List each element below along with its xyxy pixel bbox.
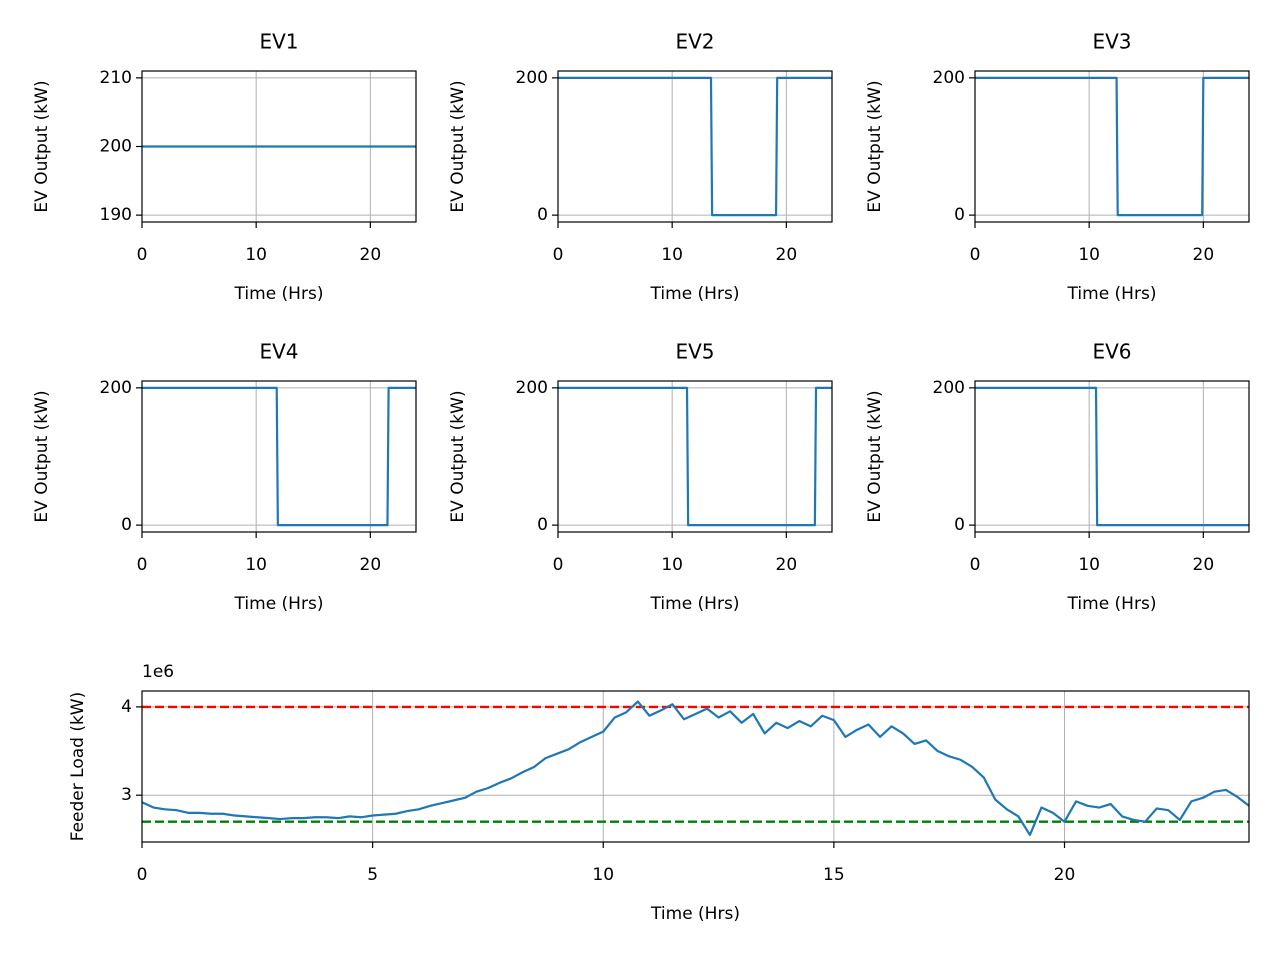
chart-title: EV5 [675,340,714,364]
chart-title: EV3 [1092,30,1131,54]
plot-area [975,76,1249,217]
x-axis-label: Time (Hrs) [1067,594,1157,614]
y-tick-label: 0 [954,515,965,535]
x-tick-label: 10 [1078,555,1100,575]
data-line [558,386,832,527]
x-tick-label: 20 [776,555,798,575]
x-tick-label: 20 [360,245,382,265]
y-tick-label: 200 [516,378,548,398]
axes-frame [557,380,833,533]
offset-label: 1e6 [142,662,174,682]
y-tick-label: 200 [516,68,548,88]
x-tick-label: 20 [1193,245,1215,265]
x-tick-label: 0 [970,245,981,265]
x-tick-label: 20 [360,555,382,575]
data-line [558,76,832,217]
plot-area [558,386,832,527]
x-tick-label: 10 [661,245,683,265]
chart-title: EV1 [259,30,298,54]
x-tick-label: 0 [137,245,148,265]
x-tick-label: 0 [970,555,981,575]
data-line [142,700,1249,837]
x-tick-label: 10 [592,865,614,885]
y-tick-label: 200 [100,137,132,157]
plot-area [558,76,832,217]
plot-area [975,386,1249,527]
y-tick-label: 190 [100,205,132,225]
plot-area [142,700,1249,837]
y-axis-label: EV Output (kW) [32,390,52,522]
plot-area [142,386,416,527]
x-tick-label: 0 [137,555,148,575]
y-axis-label: EV Output (kW) [32,80,52,212]
x-tick-label: 10 [245,555,267,575]
y-axis-label: EV Output (kW) [865,390,885,522]
axes-frame [557,70,833,223]
y-tick-label: 3 [121,785,132,805]
y-tick-label: 0 [954,205,965,225]
y-axis-label: EV Output (kW) [448,80,468,212]
data-line [975,386,1249,527]
axes-frame [974,70,1250,223]
chart-title: EV6 [1092,340,1131,364]
data-line [142,386,416,527]
x-axis-label: Time (Hrs) [234,284,324,304]
x-tick-label: 0 [553,555,564,575]
axes-frame [974,380,1250,533]
y-tick-label: 200 [100,378,132,398]
x-tick-label: 15 [823,865,845,885]
x-tick-label: 20 [1054,865,1076,885]
x-axis-label: Time (Hrs) [1067,284,1157,304]
x-tick-label: 10 [245,245,267,265]
x-tick-label: 0 [553,245,564,265]
y-tick-label: 0 [537,205,548,225]
axes-frame [141,70,417,223]
y-tick-label: 0 [121,515,132,535]
chart-title: EV4 [259,340,298,364]
y-tick-label: 200 [933,68,965,88]
x-axis-label: Time (Hrs) [234,594,324,614]
x-tick-label: 20 [1193,555,1215,575]
x-tick-label: 0 [137,865,148,885]
y-tick-label: 200 [933,378,965,398]
y-axis-label: Feeder Load (kW) [68,692,88,842]
y-tick-label: 4 [121,697,132,717]
axes-frame [141,380,417,533]
y-tick-label: 210 [100,68,132,88]
x-tick-label: 10 [1078,245,1100,265]
data-line [975,76,1249,217]
x-axis-label: Time (Hrs) [650,594,740,614]
x-tick-label: 10 [661,555,683,575]
chart-title: EV2 [675,30,714,54]
y-tick-label: 0 [537,515,548,535]
y-axis-label: EV Output (kW) [865,80,885,212]
x-tick-label: 5 [367,865,378,885]
axes-frame [141,690,1250,843]
x-axis-label: Time (Hrs) [650,284,740,304]
x-axis-label: Time (Hrs) [650,904,740,924]
y-axis-label: EV Output (kW) [448,390,468,522]
x-tick-label: 20 [776,245,798,265]
